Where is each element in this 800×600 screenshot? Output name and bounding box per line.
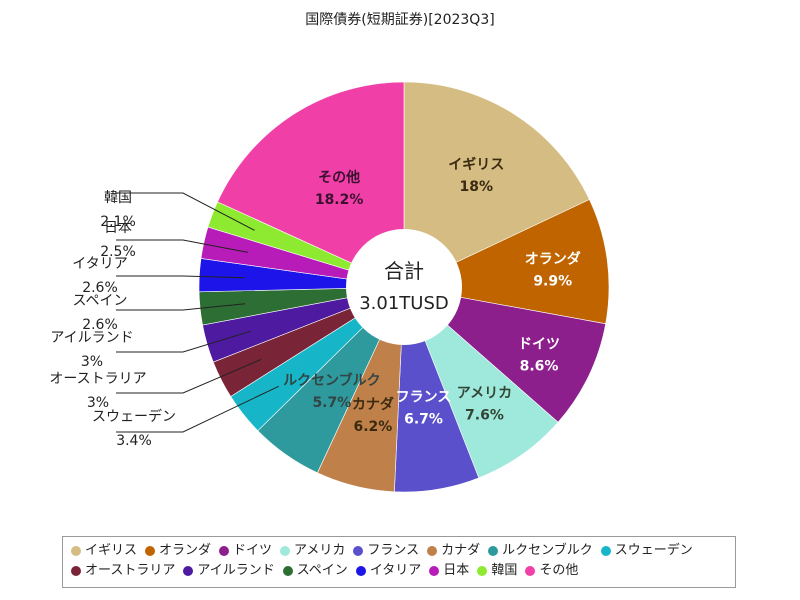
slice-value-label: 3% [87,395,109,411]
center-total: 3.01TUSD [359,293,449,314]
legend-swatch [353,546,364,556]
slice-value-label: 2.6% [82,280,118,296]
callout-line [116,385,279,433]
slice-name-label: スウェーデン [92,408,176,425]
legend-swatch [280,546,291,556]
legend: イギリス オランダ ドイツ アメリカ フランス カナダ ルクセンブルク スウェーデンオーストラ… [62,536,736,588]
legend-label: 韓国 [491,563,518,578]
slice-name-label: オランダ [525,251,581,268]
slice-name-label: アメリカ [457,386,512,402]
chart-title: 国際債券(短期証券)[2023Q3] [305,12,494,28]
legend-item: 日本 [429,561,469,581]
slice-value-label: 7.6% [465,408,504,424]
slice-value-label: 6.2% [353,419,392,435]
slice-value-label: 2.6% [82,317,118,333]
slice-name-label: 韓国 [104,190,132,206]
slice-name-label: イギリス [448,156,504,173]
legend-label: スウェーデン [614,543,693,558]
slice-value-label: 5.7% [312,395,351,411]
legend-swatch [145,546,156,556]
slice-name-label: アイルランド [50,330,133,346]
legend-label: オーストラリア [85,563,176,578]
legend-swatch [219,546,230,556]
legend-swatch [600,546,611,556]
legend-item: フランス [353,541,419,561]
legend-item: アイルランド [183,561,275,581]
slice-value-label: 2.5% [100,244,136,260]
legend-label: オランダ [159,543,212,558]
pie-slice [403,286,559,479]
legend-label: ドイツ [233,543,273,558]
legend-item: イタリア [355,561,422,581]
donut-hole [346,229,462,345]
legend-label: アイルランド [197,563,275,578]
legend-item: オーストラリア [71,561,175,581]
legend-label: 日本 [443,563,470,578]
slice-name-label: カナダ [352,396,394,413]
pie-slice [217,81,405,288]
legend-label: イギリス [85,543,138,558]
legend-swatch [71,566,81,576]
slice-value-label: 2.1% [100,214,136,230]
slice-name-label: イタリア [72,256,127,272]
legend-swatch [429,566,440,576]
slice-value-label: 18% [460,179,494,195]
legend-item: スウェーデン [600,541,693,561]
pie-slice [403,81,590,288]
legend-label: スペイン [296,563,348,578]
slice-value-label: 18.2% [315,192,364,208]
callout-line [116,330,251,353]
slice-value-label: 3% [81,354,103,370]
pie-slice [402,286,607,423]
legend-item: スペイン [282,561,348,581]
slice-name-label: オーストラリア [49,371,146,387]
legend-label: フランス [367,543,420,558]
legend-swatch [282,566,293,576]
slice-name-label: 日本 [104,220,132,236]
legend-item: その他 [525,561,578,581]
callout-line [116,239,248,253]
legend-item: カナダ [427,541,480,561]
slice-name-label: ルクセンブルク [283,372,381,389]
slice-value-label: 3.4% [116,433,152,449]
slice-name-label: スペイン [72,293,127,309]
legend-label: イタリア [369,563,422,578]
legend-label: カナダ [441,543,481,558]
callout-line [116,275,245,279]
callout-line [116,192,255,231]
legend-label: アメリカ [294,543,346,558]
callout-line [116,358,262,394]
legend-item: ドイツ [219,541,272,561]
slice-name-label: その他 [318,169,360,186]
legend-item: 韓国 [477,561,517,581]
legend-swatch [355,566,366,576]
slice-name-label: フランス [396,389,452,405]
legend-item: ルクセンブルク [488,541,593,561]
center-title: 合計 [384,259,424,283]
legend-item: オランダ [145,541,211,561]
slice-name-label: ドイツ [518,336,560,352]
slice-value-label: 6.7% [404,411,443,427]
legend-swatch [183,566,194,576]
slice-value-label: 8.6% [520,358,559,374]
legend-swatch [525,566,536,576]
legend-swatch [71,546,81,556]
callout-line [116,303,246,311]
slice-value-label: 9.9% [533,274,572,290]
legend-item: アメリカ [280,541,345,561]
legend-swatch [427,546,438,556]
legend-label: ルクセンブルク [502,543,593,558]
legend-swatch [477,566,488,576]
legend-swatch [488,546,499,556]
legend-item: イギリス [71,541,137,561]
legend-label: その他 [539,563,579,578]
